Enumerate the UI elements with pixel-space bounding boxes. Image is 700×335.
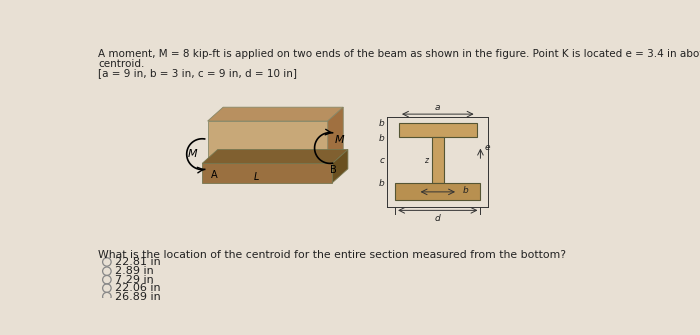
Text: b: b (379, 119, 384, 128)
Text: 22.06 in: 22.06 in (116, 283, 161, 293)
Text: A: A (211, 170, 217, 180)
Text: 2.89 in: 2.89 in (116, 266, 154, 276)
Text: d: d (435, 214, 441, 223)
Polygon shape (328, 107, 343, 163)
Text: A moment, M = 8 kip-ft is applied on two ends of the beam as shown in the figure: A moment, M = 8 kip-ft is applied on two… (98, 50, 700, 59)
Bar (432, 137, 444, 184)
Text: c: c (379, 156, 384, 165)
Text: 22.81 in: 22.81 in (116, 257, 161, 267)
Text: a: a (435, 103, 440, 112)
Text: B: B (330, 164, 337, 175)
Text: 7.29 in: 7.29 in (116, 275, 154, 285)
Text: e: e (484, 143, 490, 152)
Polygon shape (202, 163, 332, 183)
Text: b: b (379, 179, 384, 188)
Text: What is the location of the centroid for the entire section measured from the bo: What is the location of the centroid for… (98, 250, 566, 260)
Text: z: z (424, 156, 428, 165)
Text: b: b (463, 186, 468, 195)
Polygon shape (208, 121, 328, 163)
Polygon shape (202, 149, 348, 163)
Text: M: M (335, 135, 344, 145)
Text: [a = 9 in, b = 3 in, c = 9 in, d = 10 in]: [a = 9 in, b = 3 in, c = 9 in, d = 10 in… (98, 68, 298, 78)
Bar (399, 123, 477, 137)
Polygon shape (208, 107, 343, 121)
Text: centroid.: centroid. (98, 59, 145, 69)
Text: L: L (254, 172, 259, 182)
Bar (395, 184, 480, 200)
Text: 26.89 in: 26.89 in (116, 291, 161, 302)
Text: b: b (379, 134, 384, 143)
Text: M: M (188, 149, 197, 159)
Polygon shape (332, 149, 348, 183)
